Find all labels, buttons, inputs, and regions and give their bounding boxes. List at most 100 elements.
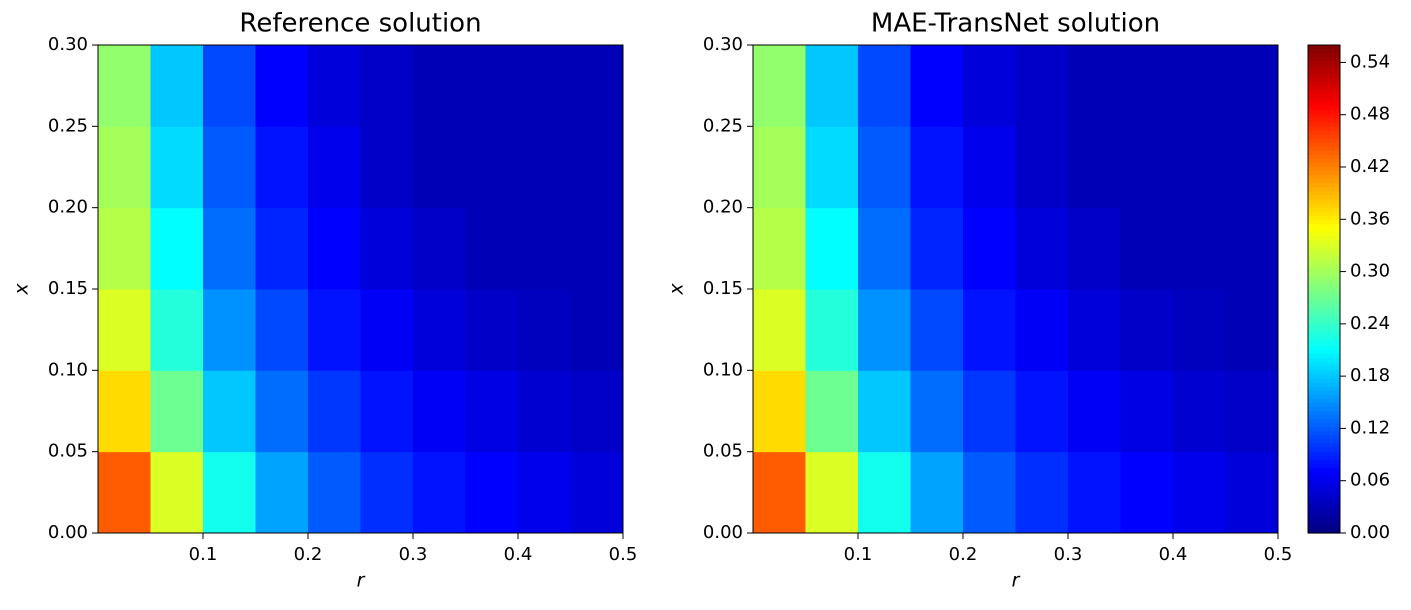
colorbar-swatch — [1308, 394, 1340, 400]
heat-cell — [518, 45, 571, 127]
heat-cell — [203, 126, 256, 209]
heat-cell — [753, 451, 806, 534]
heat-cell — [1225, 126, 1279, 209]
colorbar-swatch — [1308, 366, 1340, 371]
colorbar-swatch — [1308, 232, 1340, 237]
heat-cell — [98, 451, 151, 534]
colorbar-swatch — [1308, 134, 1340, 140]
colorbar-swatch — [1308, 179, 1340, 184]
colorbar-swatch — [1308, 321, 1340, 327]
heat-cell — [255, 370, 309, 453]
heat-cell — [753, 126, 806, 209]
heat-cell — [910, 451, 964, 534]
colorbar-swatch — [1308, 467, 1340, 473]
heat-cell — [360, 451, 414, 534]
colorbar-swatch — [1308, 162, 1340, 168]
heat-cell — [360, 45, 414, 127]
colorbar-swatch — [1308, 284, 1340, 290]
x-tick-label: 0.5 — [609, 544, 638, 565]
heat-cell — [1225, 207, 1279, 290]
heat-cell — [413, 45, 466, 127]
colorbar-swatch — [1308, 126, 1340, 131]
colorbar-swatch — [1308, 427, 1340, 432]
colorbar-swatch — [1308, 451, 1340, 457]
heat-cell — [805, 45, 859, 127]
colorbar-swatch — [1308, 415, 1340, 420]
heat-cell — [570, 289, 624, 371]
colorbar-swatch — [1308, 150, 1340, 156]
heat-cell — [255, 451, 309, 534]
colorbar-swatch — [1308, 65, 1340, 70]
colorbar-swatch — [1308, 73, 1340, 79]
colorbar-swatch — [1308, 504, 1340, 510]
y-tick-label: 0.10 — [703, 359, 743, 380]
heat-cell — [858, 289, 911, 371]
colorbar-swatch — [1308, 85, 1340, 91]
heat-cell — [805, 289, 859, 371]
heat-cell — [753, 207, 806, 290]
colorbar-swatch — [1308, 293, 1340, 298]
heat-cell — [1173, 451, 1226, 534]
heat-cell — [1015, 451, 1069, 534]
heat-cell — [963, 207, 1016, 290]
heat-cell — [805, 370, 859, 453]
heat-cell — [308, 207, 361, 290]
y-tick-label: 0.00 — [48, 522, 88, 543]
colorbar-tick-label: 0.00 — [1350, 522, 1390, 543]
colorbar-swatch — [1308, 142, 1340, 148]
colorbar-swatch — [1308, 345, 1340, 351]
heat-cell — [1120, 126, 1174, 209]
y-tick-label: 0.10 — [48, 359, 88, 380]
heat-cell — [570, 126, 624, 209]
heat-cell — [255, 45, 309, 127]
colorbar-swatch — [1308, 118, 1340, 123]
heat-cell — [465, 370, 519, 453]
colorbar-tick-label: 0.48 — [1350, 104, 1390, 125]
y-tick-label: 0.15 — [48, 278, 88, 299]
colorbar-tick-label: 0.06 — [1350, 470, 1390, 491]
colorbar-swatch — [1308, 236, 1340, 241]
heat-cell — [360, 289, 414, 371]
colorbar-swatch — [1308, 337, 1340, 343]
heat-cell — [413, 126, 466, 209]
x-tick-label: 0.2 — [949, 544, 978, 565]
colorbar-swatch — [1308, 228, 1340, 233]
heat-cell — [150, 451, 204, 534]
heat-cell — [308, 289, 361, 371]
heat-cell — [1120, 207, 1174, 290]
colorbar-swatch — [1308, 260, 1340, 266]
colorbar-swatch — [1308, 398, 1340, 404]
colorbar-swatch — [1308, 268, 1340, 274]
colorbar-swatch — [1308, 350, 1340, 355]
colorbar-swatch — [1308, 480, 1340, 485]
heat-cell — [465, 207, 519, 290]
colorbar-frame — [1307, 44, 1341, 534]
heat-cell — [1015, 126, 1069, 209]
heat-cell — [858, 451, 911, 534]
heat-cell — [308, 45, 361, 127]
heat-cell — [98, 45, 151, 127]
colorbar-swatch — [1308, 463, 1340, 469]
heat-cell — [805, 451, 859, 534]
y-tick-label: 0.00 — [703, 522, 743, 543]
heat-cell — [963, 45, 1016, 127]
colorbar-tick-label: 0.24 — [1350, 313, 1390, 334]
y-tick-label: 0.05 — [48, 441, 88, 462]
heat-cell — [753, 45, 806, 127]
heat-cell — [98, 207, 151, 290]
colorbar-swatch — [1308, 317, 1340, 323]
colorbar-swatch — [1308, 93, 1340, 99]
heat-cell — [518, 126, 571, 209]
colorbar-swatch — [1308, 520, 1340, 526]
colorbar-swatch — [1308, 53, 1340, 58]
colorbar-swatch — [1308, 130, 1340, 136]
heat-cell — [98, 126, 151, 209]
heat-cell — [910, 370, 964, 453]
heat-cell — [150, 45, 204, 127]
colorbar-swatch — [1308, 69, 1340, 75]
heat-cell — [1120, 45, 1174, 127]
x-tick-label: 0.4 — [504, 544, 533, 565]
colorbar-swatch — [1308, 219, 1340, 225]
x-axis-label: r — [357, 570, 366, 592]
heat-cell — [255, 126, 309, 209]
